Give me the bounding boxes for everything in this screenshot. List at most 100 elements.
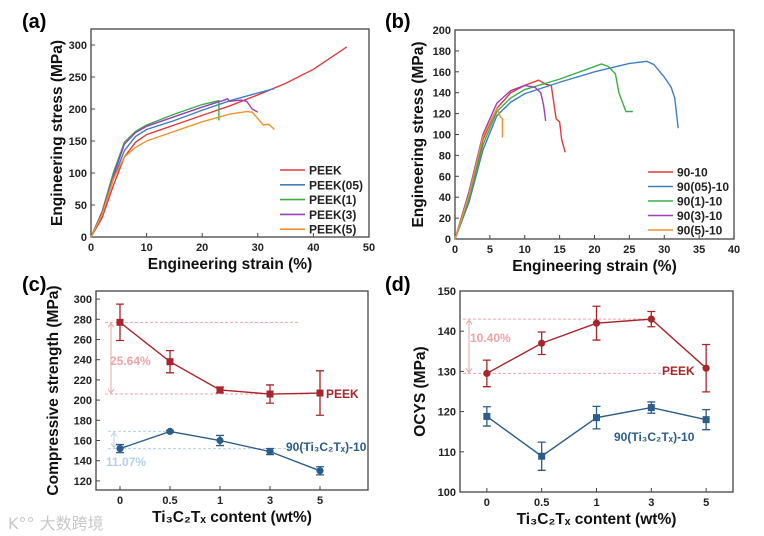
legend-label: 90(05)-10	[677, 180, 729, 194]
x-tick-label: 35	[693, 244, 705, 256]
x-tick-label: 5	[487, 244, 493, 256]
series-line-peek	[90, 46, 348, 238]
y-tick-label: 40	[439, 192, 451, 204]
x-tick-label: 25	[623, 244, 635, 256]
y-tick-label: 80	[439, 150, 451, 162]
watermark-text: 大数跨境	[39, 514, 104, 533]
x-tick-label: 30	[658, 244, 670, 256]
data-point	[266, 390, 274, 398]
y-tick-label: 220	[74, 375, 92, 387]
y-tick-label: 140	[74, 456, 92, 468]
data-point	[116, 444, 124, 453]
data-point	[166, 427, 174, 436]
y-tick-label: 280	[74, 314, 92, 326]
data-point	[702, 416, 710, 424]
legend-label: 90(5)-10	[677, 224, 723, 238]
data-point	[116, 318, 124, 326]
y-axis-title: OCYS (MPa)	[412, 346, 429, 436]
series-line-90-05-10	[454, 60, 679, 240]
panel-label: (a)	[22, 11, 46, 33]
y-axis-title: Engineering stress (MPa)	[49, 40, 66, 226]
y-tick-label: 100	[69, 168, 87, 180]
x-tick-label: 0	[88, 242, 94, 254]
x-tick-label: 3	[648, 497, 654, 509]
y-tick-label: 200	[433, 25, 451, 37]
y-axis-title: Compressive strength (MPa)	[45, 285, 62, 495]
panel-a: (a) 0 50 100 150 200 250 300 0 10 20 30 40 50 Engineer…	[22, 11, 375, 273]
x-tick-label: 40	[728, 244, 740, 256]
x-tick-label: 15	[554, 244, 566, 256]
y-axis-title: Engineering stress (MPa)	[410, 41, 427, 227]
y-tick-label: 20	[439, 213, 451, 225]
x-tick-label: 20	[588, 244, 600, 256]
y-tick-label: 200	[74, 395, 92, 407]
data-point	[316, 389, 324, 397]
y-tick-label: 150	[69, 136, 87, 148]
x-tick-label: 40	[307, 242, 319, 254]
x-axis-title: Ti₃C₂Tₓ content (wt%)	[152, 509, 312, 526]
data-point	[538, 452, 546, 460]
x-tick-label: 50	[363, 242, 375, 254]
x-tick-label: 0	[484, 497, 490, 509]
y-tick-label: 300	[69, 40, 87, 52]
x-tick-label: 20	[196, 242, 208, 254]
y-tick-label: 110	[438, 447, 456, 459]
y-tick-label: 100	[433, 130, 451, 142]
series-label: PEEK	[662, 364, 695, 378]
legend-label: 90-10	[677, 166, 708, 180]
legend-label: PEEK(05)	[309, 178, 363, 192]
y-tick-label: 100	[438, 487, 456, 499]
x-tick-label: 5	[703, 497, 709, 509]
series-line-90-5-10	[454, 106, 504, 240]
series-line-90-10	[454, 79, 566, 240]
data-point	[483, 369, 491, 378]
y-tick-label: 140	[433, 88, 451, 100]
data-point	[647, 404, 655, 412]
series-line-peek-5-	[90, 110, 275, 238]
arrowhead-icon	[465, 319, 473, 374]
data-point	[538, 339, 546, 347]
panel-label: (c)	[22, 274, 46, 296]
x-tick-label: 0.5	[534, 497, 549, 509]
legend-label: PEEK	[309, 164, 342, 178]
x-tick-label: 0	[117, 495, 123, 507]
x-axis-title: Ti₃C₂Tₓ content (wt%)	[517, 511, 677, 528]
y-tick-label: 120	[74, 476, 92, 488]
x-tick-label: 3	[267, 495, 273, 507]
x-tick-label: 30	[252, 242, 264, 254]
annotation-label: 25.64%	[110, 354, 151, 368]
series-label: 90(Ti₃C₂Tₓ)-10	[614, 430, 695, 444]
y-tick-label: 60	[439, 171, 451, 183]
series-line-peek-3-	[90, 97, 259, 238]
y-tick-label: 300	[74, 294, 92, 306]
data-point	[593, 414, 600, 422]
annotation-label: 10.40%	[470, 331, 511, 345]
y-tick-label: 120	[438, 407, 456, 419]
data-point	[266, 448, 274, 456]
x-axis-title: Engineering strain (%)	[512, 258, 677, 275]
panel-c: (c) 120 140 160 180 200 220 240 260 280 300 0 0.5 1 3 5…	[22, 274, 369, 526]
series-label: PEEK	[326, 387, 359, 401]
legend-label: 90(1)-10	[677, 195, 723, 209]
x-tick-label: 10	[519, 244, 531, 256]
y-tick-label: 120	[433, 109, 451, 121]
data-point	[166, 358, 174, 366]
y-tick-label: 140	[438, 326, 456, 338]
data-point	[702, 364, 710, 372]
y-tick-label: 200	[69, 104, 87, 116]
arrowhead-icon	[107, 322, 115, 394]
panel-d: (d) 100 110 120 130 140 150 0 0.5 1 3 5 Ti₃C₂Tₓ cont…	[385, 274, 734, 528]
y-tick-label: 180	[433, 46, 451, 58]
panel-label: (b)	[385, 11, 411, 33]
series-line-90-1-10	[454, 63, 633, 240]
plot-frame	[90, 28, 370, 238]
data-point	[216, 386, 224, 394]
plot-frame	[95, 290, 369, 491]
y-tick-label: 260	[74, 334, 92, 346]
series-label: 90(Ti₃C₂Tₓ)-10	[286, 440, 367, 454]
legend-label: PEEK(3)	[309, 208, 356, 222]
y-tick-label: 130	[438, 366, 456, 378]
data-point	[647, 315, 655, 323]
